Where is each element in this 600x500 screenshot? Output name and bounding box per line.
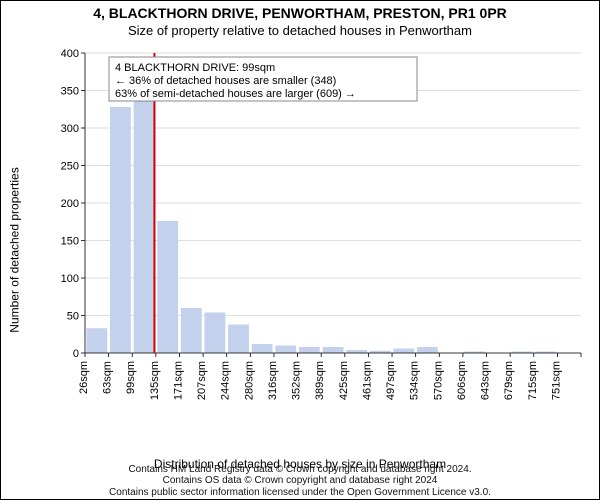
svg-text:0: 0 [73, 348, 79, 360]
svg-text:534sqm: 534sqm [409, 361, 421, 400]
svg-text:63sqm: 63sqm [102, 361, 114, 394]
svg-text:715sqm: 715sqm [527, 361, 539, 400]
svg-text:679sqm: 679sqm [503, 361, 515, 400]
svg-text:400: 400 [61, 48, 79, 60]
plot-area: 0 50 100 150 200 250 300 350 400 26sqm 63sqm 99sqm 1… [57, 47, 587, 407]
svg-text:250: 250 [61, 161, 79, 173]
footnote: Contains HM Land Registry data © Crown c… [1, 464, 599, 499]
y-axis-label-text: Number of detached properties [8, 167, 22, 332]
svg-text:99sqm: 99sqm [125, 361, 137, 394]
svg-text:171sqm: 171sqm [172, 361, 184, 400]
svg-text:461sqm: 461sqm [361, 361, 373, 400]
svg-text:150: 150 [61, 236, 79, 248]
svg-text:207sqm: 207sqm [196, 361, 208, 400]
svg-text:4 BLACKTHORN DRIVE: 99sqm: 4 BLACKTHORN DRIVE: 99sqm [115, 62, 275, 74]
svg-text:50: 50 [67, 311, 79, 323]
svg-text:606sqm: 606sqm [456, 361, 468, 400]
footnote-line1: Contains HM Land Registry data © Crown c… [128, 464, 471, 475]
svg-text:352sqm: 352sqm [291, 361, 303, 400]
histogram-svg: 0 50 100 150 200 250 300 350 400 26sqm 63sqm 99sqm 1… [57, 47, 587, 407]
svg-text:100: 100 [61, 273, 79, 285]
svg-text:244sqm: 244sqm [220, 361, 232, 400]
svg-text:643sqm: 643sqm [480, 361, 492, 400]
chart-title: 4, BLACKTHORN DRIVE, PENWORTHAM, PRESTON… [1, 5, 599, 21]
svg-text:350: 350 [61, 86, 79, 98]
svg-text:26sqm: 26sqm [78, 361, 90, 394]
footnote-line2: Contains OS data © Crown copyright and d… [163, 475, 438, 486]
svg-text:570sqm: 570sqm [432, 361, 444, 400]
footnote-line3: Contains public sector information licen… [109, 487, 491, 498]
y-axis-label: Number of detached properties [7, 1, 23, 499]
svg-text:316sqm: 316sqm [267, 361, 279, 400]
svg-text:← 36% of detached houses are s: ← 36% of detached houses are smaller (34… [115, 75, 336, 87]
svg-text:63% of semi-detached houses ar: 63% of semi-detached houses are larger (… [115, 88, 356, 100]
svg-text:200: 200 [61, 198, 79, 210]
svg-text:135sqm: 135sqm [149, 361, 161, 400]
chart-frame: 4, BLACKTHORN DRIVE, PENWORTHAM, PRESTON… [0, 0, 600, 500]
svg-text:425sqm: 425sqm [338, 361, 350, 400]
svg-text:280sqm: 280sqm [243, 361, 255, 400]
svg-text:300: 300 [61, 123, 79, 135]
svg-text:497sqm: 497sqm [385, 361, 397, 400]
svg-text:389sqm: 389sqm [314, 361, 326, 400]
svg-text:751sqm: 751sqm [550, 361, 562, 400]
chart-subtitle: Size of property relative to detached ho… [1, 23, 599, 38]
